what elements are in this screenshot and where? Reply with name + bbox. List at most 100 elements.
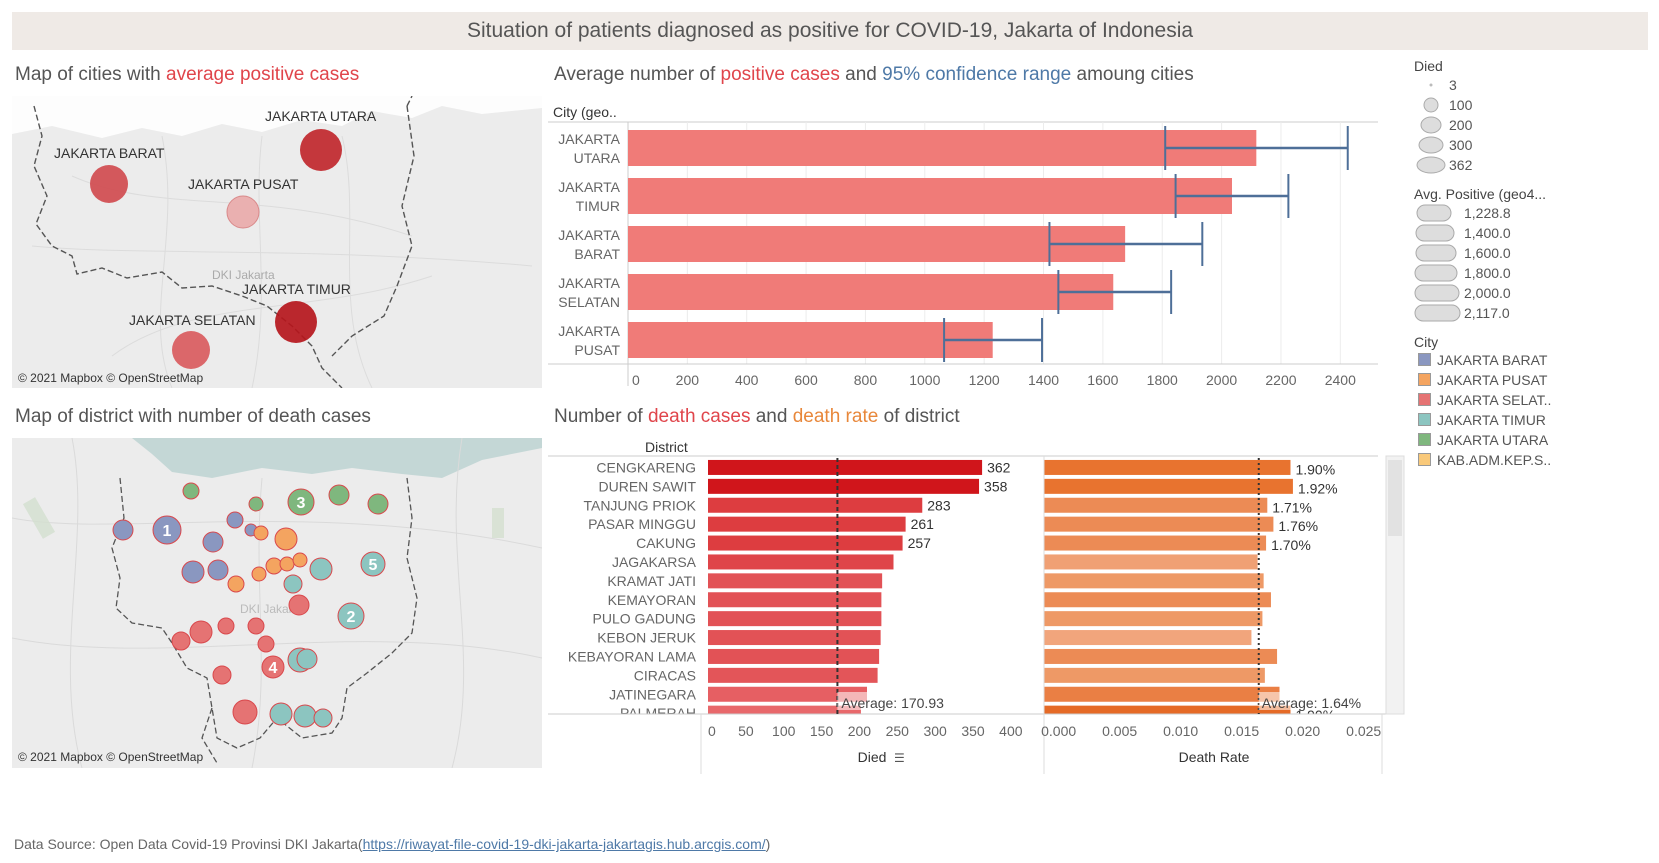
city-legend-label: KAB.ADM.KEP.S.. [1437, 452, 1552, 468]
district-scrollbar-thumb[interactable] [1388, 460, 1402, 536]
city-legend-item[interactable]: JAKARTA TIMUR [1414, 412, 1546, 430]
death-rate-bar[interactable] [1044, 611, 1263, 627]
district-marker [283, 574, 303, 594]
district-category-label: KEBAYORAN LAMA [568, 648, 697, 664]
died-bar[interactable] [708, 478, 980, 494]
death-rate-bar[interactable] [1044, 592, 1271, 608]
district-map-canvas[interactable]: DKI Jakarta [12, 438, 542, 768]
died-bar[interactable] [708, 573, 883, 589]
died-bar[interactable] [708, 611, 882, 627]
died-bar[interactable] [708, 667, 878, 683]
died-bar[interactable] [708, 705, 861, 721]
chart2-title-part-1: Number of [554, 406, 648, 427]
district-marker [261, 655, 285, 679]
death-rate-value-label: 1.90% [1295, 707, 1335, 723]
died-legend-item: 3 [1449, 77, 1457, 93]
death-rate-tick-label: 0.010 [1163, 723, 1198, 739]
city-legend-item[interactable]: JAKARTA UTARA [1414, 432, 1548, 450]
city-legend-item[interactable]: JAKARTA BARAT [1414, 352, 1547, 370]
death-rate-value-label: 1.70% [1271, 537, 1311, 553]
map1-region-label: DKI Jakarta [212, 268, 275, 282]
x-tick-label: 1400 [1028, 372, 1059, 388]
map1-title: Map of cities with average positive case… [15, 64, 359, 86]
city-marker-utara[interactable] [300, 129, 342, 171]
city-marker-pusat[interactable] [226, 195, 260, 229]
sort-icon[interactable]: ☰ [894, 751, 905, 765]
death-rate-bar[interactable] [1044, 648, 1278, 664]
chart2-title-part-2: death cases [647, 406, 751, 427]
died-legend-title: Died [1414, 58, 1443, 74]
city-color-swatch [1418, 353, 1431, 366]
died-bar[interactable] [708, 630, 881, 646]
district-marker [257, 635, 275, 653]
city-bar[interactable] [628, 178, 1232, 214]
city-category-label: JAKARTA [558, 179, 620, 195]
district-map[interactable]: DKI Jakarta [12, 438, 542, 768]
district-marker [247, 617, 265, 635]
chart2-title-part-4: death rate [792, 406, 879, 427]
died-bar[interactable] [708, 554, 894, 570]
city-legend-item[interactable]: KAB.ADM.KEP.S.. [1414, 452, 1551, 470]
district-category-label: PULO GADUNG [593, 611, 696, 627]
map2-region-label: DKI Jakarta [240, 602, 303, 616]
city-color-swatch [1418, 373, 1431, 386]
map1-title-prefix: Map of cities with [15, 64, 166, 85]
city-legend-item[interactable]: JAKARTA SELAT.. [1414, 392, 1551, 410]
death-rate-bar[interactable] [1044, 667, 1265, 683]
city-category-label: PUSAT [574, 342, 620, 358]
death-rate-bar[interactable] [1044, 554, 1258, 570]
district-marker [253, 525, 269, 541]
district-marker [212, 665, 232, 685]
city-bar[interactable] [628, 274, 1114, 310]
positive-cases-chart[interactable]: City (geo.. JAKARTA UTARA JAKARTA TIMUR JAKA… [548, 96, 1388, 396]
dashboard-title-bar: Situation of patients diagnosed as posit… [12, 12, 1648, 50]
city-marker-timur[interactable] [275, 301, 317, 343]
district-marker [293, 704, 317, 728]
death-rate-bar[interactable] [1044, 573, 1264, 589]
x-tick-label: 1600 [1087, 372, 1118, 388]
map1-title-highlight: average positive cases [166, 64, 360, 85]
city-bar[interactable] [628, 130, 1257, 166]
city-map[interactable]: DKI Jakarta JAKARTA UTARA JAKARTA BARAT … [12, 96, 542, 388]
city-bar[interactable] [628, 226, 1126, 262]
city-label-pusat: JAKARTA PUSAT [188, 176, 299, 192]
death-rate-bar[interactable] [1044, 535, 1267, 551]
data-source-link[interactable]: https://riwayat-file-covid-19-dki-jakart… [362, 836, 766, 852]
death-rate-bar[interactable] [1044, 630, 1252, 646]
death-rate-bar[interactable] [1044, 686, 1280, 702]
avg-positive-legend-item: 1,400.0 [1464, 225, 1511, 241]
died-bar[interactable] [708, 516, 906, 532]
cluster-label-2: 2 [347, 609, 356, 626]
died-bar[interactable] [708, 686, 867, 702]
city-legend-item[interactable]: JAKARTA PUSAT [1414, 372, 1547, 390]
city-category-label: JAKARTA [558, 227, 620, 243]
map2-title: Map of district with number of death cas… [15, 406, 371, 427]
death-rate-bar[interactable] [1044, 478, 1293, 494]
city-label-timur: JAKARTA TIMUR [242, 281, 351, 297]
died-bar[interactable] [708, 648, 880, 664]
city-map-canvas[interactable]: DKI Jakarta JAKARTA UTARA JAKARTA BARAT … [12, 96, 542, 388]
city-category-label: UTARA [574, 150, 621, 166]
city-marker-barat[interactable] [90, 165, 128, 203]
died-bar[interactable] [708, 497, 923, 513]
district-marker [367, 493, 389, 515]
death-rate-bar[interactable] [1044, 459, 1291, 475]
death-rate-bar[interactable] [1044, 516, 1274, 532]
death-rate-bar[interactable] [1044, 705, 1291, 721]
death-cases-chart[interactable]: District 362 358 283 261 257 1.90% 1.92% 1.71%… [548, 436, 1408, 776]
district-marker [274, 527, 298, 551]
died-tick-label: 350 [961, 723, 985, 739]
city-marker-selatan[interactable] [172, 331, 210, 369]
death-rate-value-label: 1.90% [1295, 461, 1335, 477]
died-tick-label: 0 [708, 723, 716, 739]
city-bar[interactable] [628, 322, 993, 358]
died-bar[interactable] [708, 592, 882, 608]
death-rate-value-label: 1.71% [1272, 499, 1312, 515]
died-tick-label: 50 [738, 723, 754, 739]
died-tick-label: 250 [886, 723, 910, 739]
district-category-label: JAGAKARSA [612, 554, 697, 570]
death-rate-bar[interactable] [1044, 497, 1268, 513]
died-bar[interactable] [708, 535, 903, 551]
died-bar[interactable] [708, 459, 983, 475]
data-source-prefix: Data Source: Open Data Covid-19 Provinsi… [14, 836, 363, 852]
